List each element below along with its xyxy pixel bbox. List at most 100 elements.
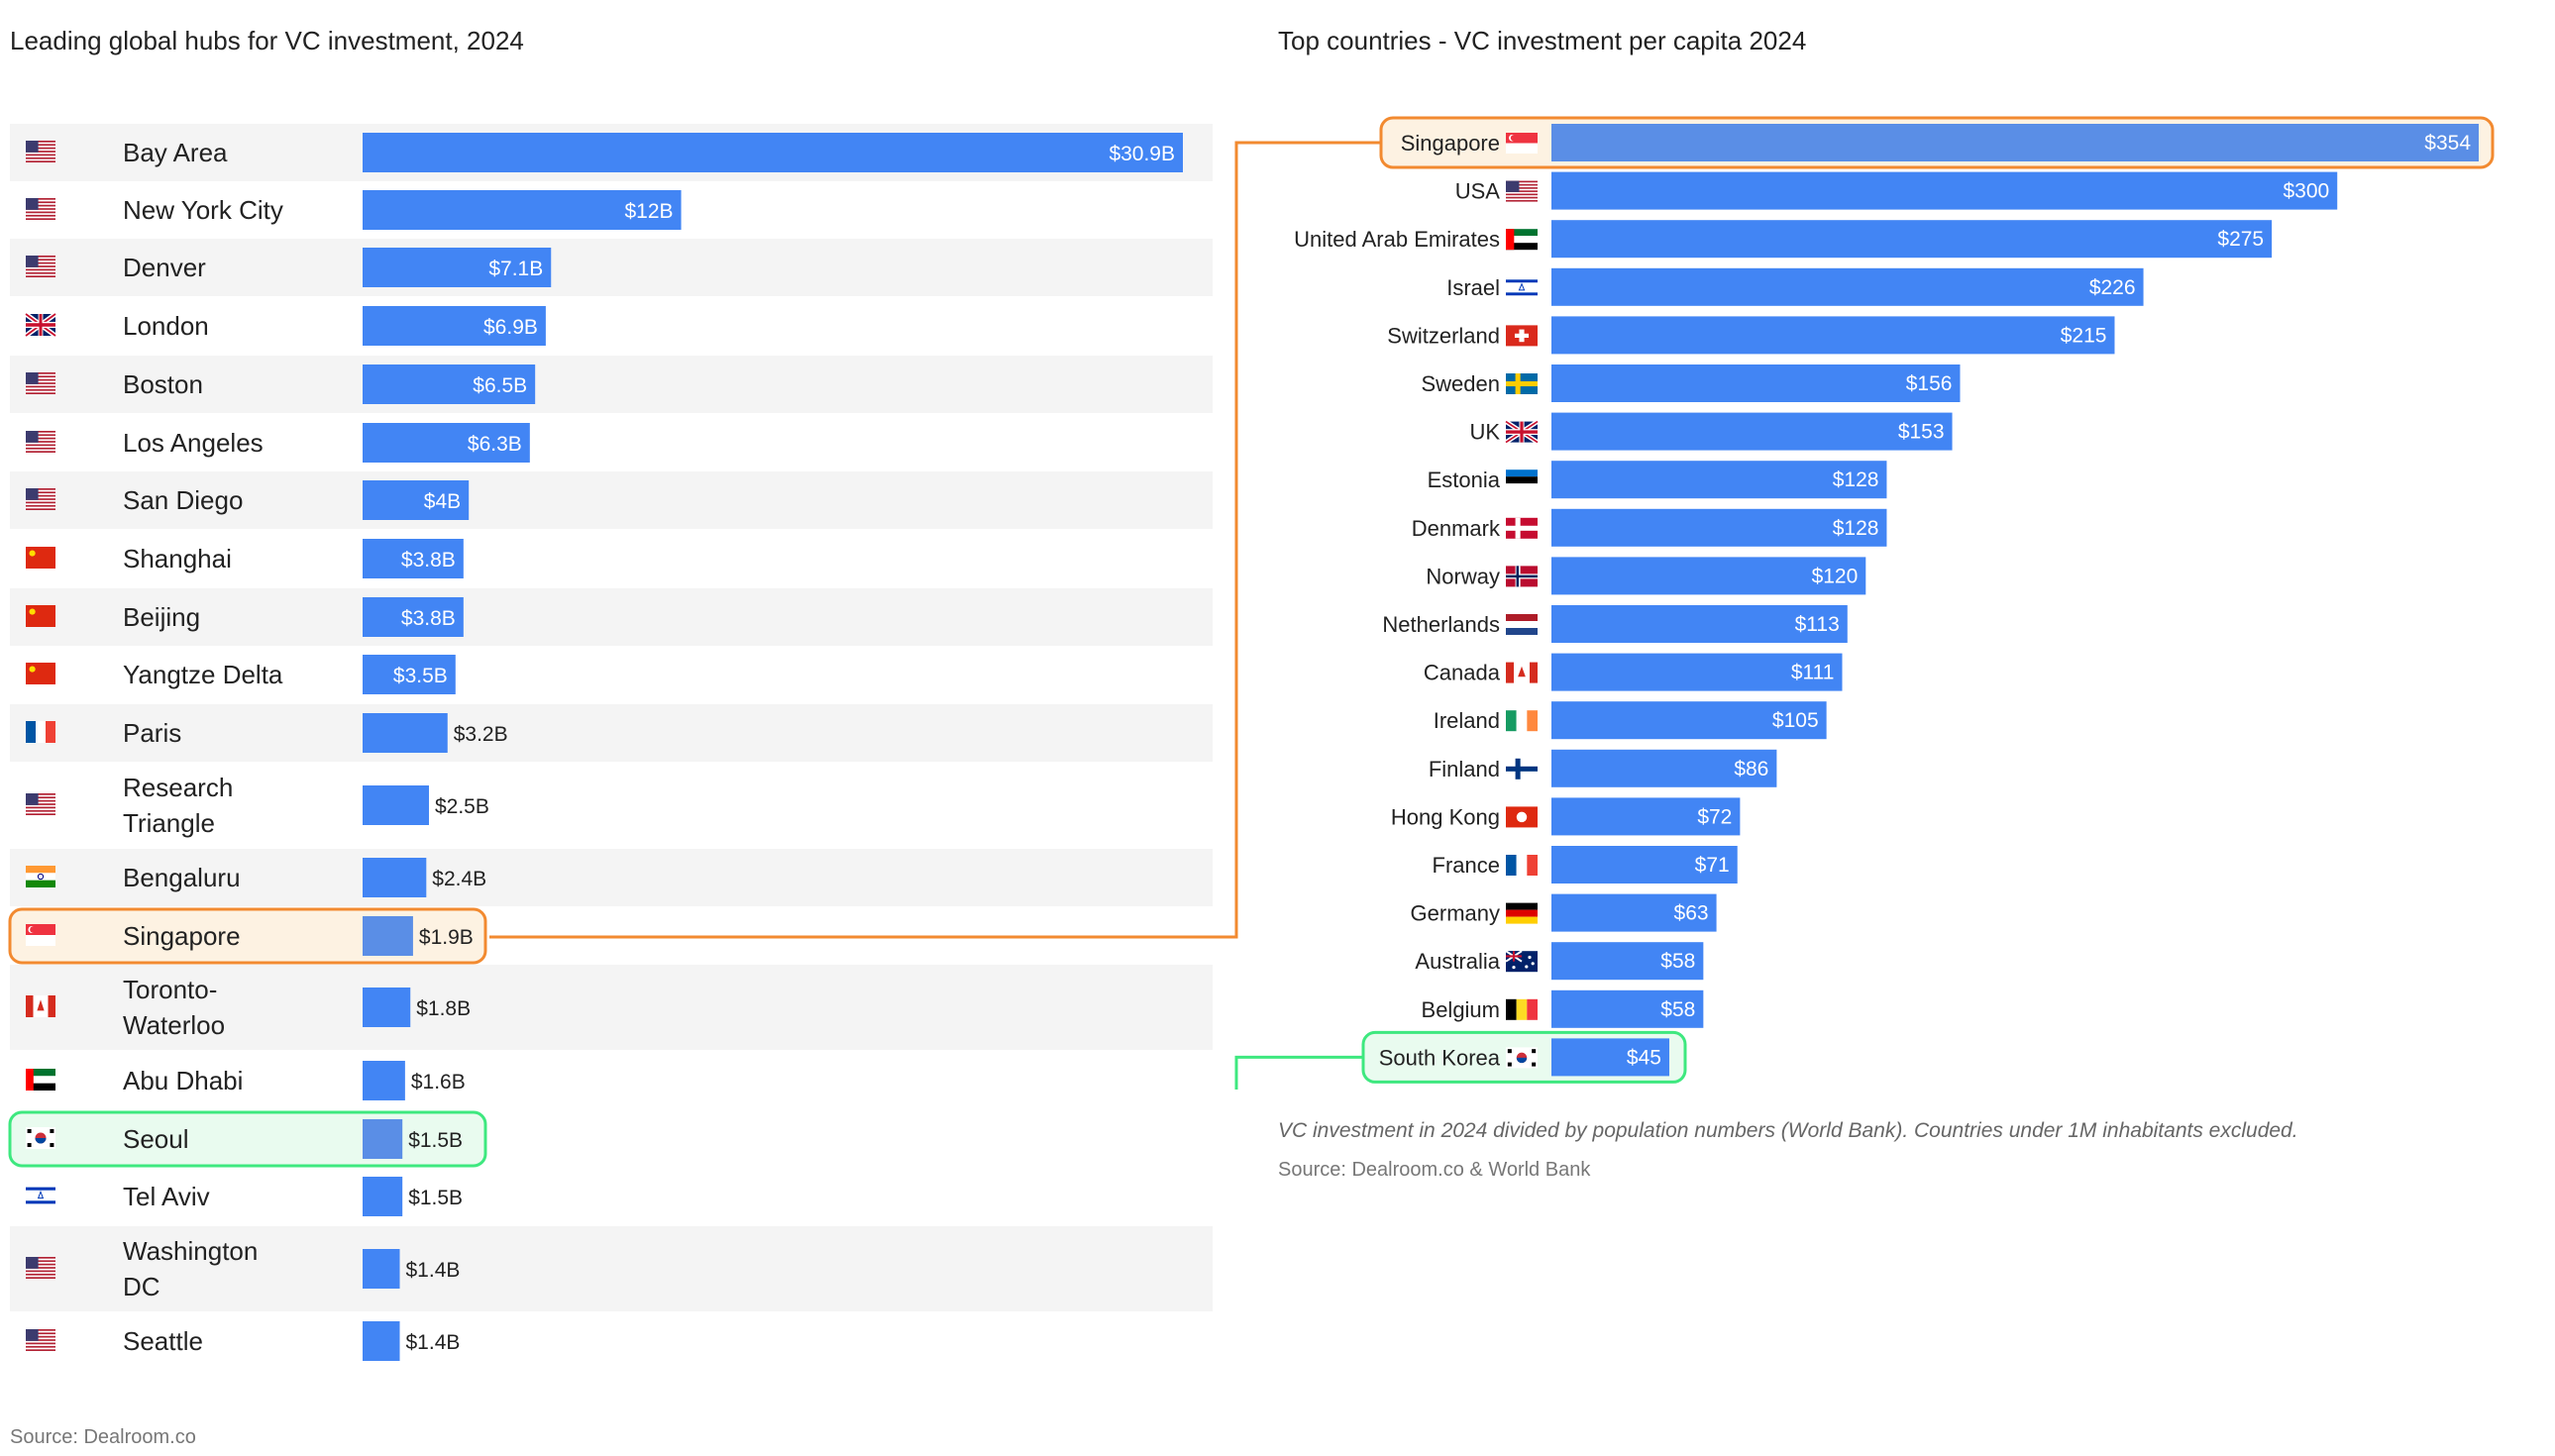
left-chart-source: Source: Dealroom.co [10, 1426, 196, 1448]
country-value-label: $128 [1833, 517, 1879, 540]
city-row: Washington DC $1.4B [10, 1226, 1213, 1311]
row-stripe [10, 239, 1213, 296]
city-label: Tel Aviv [123, 1182, 210, 1211]
city-value-label: $1.8B [416, 997, 471, 1020]
city-label: Shanghai [123, 544, 232, 573]
country-label: Ireland [1434, 708, 1500, 733]
flag-us-icon [1506, 180, 1538, 202]
city-value-label: $30.9B [1109, 143, 1175, 165]
country-value-label: $72 [1697, 805, 1732, 828]
flag-in-icon [26, 866, 55, 887]
country-label: Sweden [1421, 371, 1500, 396]
country-row: Finland $86 [1429, 749, 1777, 787]
city-label: San Diego [123, 485, 243, 515]
country-row: Sweden $156 [1421, 364, 1961, 402]
city-bar [363, 423, 530, 463]
flag-de-icon [1506, 902, 1538, 924]
country-bar [1551, 267, 2144, 306]
city-bar [363, 1061, 405, 1100]
flag-kr-icon [1506, 1047, 1538, 1069]
left-chart-title: Leading global hubs for VC investment, 2… [10, 26, 524, 55]
country-row: Israel $226 [1446, 267, 2144, 306]
country-value-label: $128 [1833, 468, 1879, 491]
row-stripe [10, 704, 1213, 762]
city-bar [363, 364, 536, 404]
flag-nl-icon [1506, 614, 1538, 635]
country-row: Estonia $128 [1428, 461, 1887, 499]
city-row: Beijing $3.8B [10, 588, 1213, 646]
flag-dk-icon [1506, 517, 1538, 539]
city-row: San Diego $4B [10, 471, 1213, 529]
country-value-label: $71 [1695, 854, 1730, 877]
city-value-label: $3.8B [401, 607, 456, 630]
country-value-label: $156 [1906, 372, 1953, 395]
city-label: Paris [123, 718, 181, 748]
flag-il-icon [1506, 276, 1538, 298]
country-label: Switzerland [1387, 323, 1500, 348]
country-value-label: $113 [1795, 613, 1840, 636]
row-stripe [10, 588, 1213, 646]
city-row: Bay Area $30.9B [10, 124, 1213, 181]
row-stripe [10, 965, 1213, 1050]
city-value-label: $6.9B [483, 316, 538, 339]
right-chart-source: Source: Dealroom.co & World Bank [1278, 1159, 1591, 1181]
city-bar [363, 916, 413, 956]
country-label: United Arab Emirates [1294, 227, 1500, 252]
country-bar [1551, 124, 2479, 161]
country-label: USA [1455, 179, 1501, 204]
city-row: Denver $7.1B [10, 239, 1213, 296]
city-label: Research Triangle [123, 773, 233, 838]
city-value-label: $4B [424, 490, 461, 513]
country-label: Hong Kong [1391, 804, 1500, 829]
country-label: Finland [1429, 757, 1500, 781]
country-row: Norway $120 [1426, 557, 1866, 595]
country-value-label: $58 [1660, 998, 1695, 1021]
city-bar [363, 306, 546, 346]
city-value-label: $2.5B [435, 795, 489, 818]
flag-no-icon [1506, 566, 1538, 587]
city-bar [363, 655, 456, 694]
city-vc-bar-chart: Bay Area $30.9B New York City $12B Denver $7.… [8, 124, 1213, 1361]
city-label: Toronto-Waterloo [123, 975, 225, 1040]
flag-be-icon [1506, 998, 1538, 1020]
flag-kr-icon [26, 1127, 55, 1149]
city-value-label: $3.2B [454, 723, 508, 746]
city-label: Denver [123, 253, 206, 282]
flag-us-icon [26, 256, 55, 277]
flag-us-icon [26, 793, 55, 815]
city-label: Boston [123, 369, 203, 399]
city-value-label: $1.4B [406, 1259, 461, 1282]
city-bar [363, 858, 427, 897]
country-row: Australia $58 [1415, 942, 1704, 981]
city-value-label: $3.5B [393, 665, 448, 687]
country-value-label: $275 [2217, 228, 2264, 251]
city-row: Bengaluru $2.4B [10, 849, 1213, 906]
country-bar [1551, 701, 1827, 740]
city-bar [363, 480, 470, 520]
country-bar [1551, 412, 1953, 451]
city-bar [363, 988, 411, 1027]
city-row: Tel Aviv $1.5B [26, 1177, 463, 1216]
country-value-label: $354 [2424, 132, 2471, 155]
flag-cn-icon [26, 605, 55, 627]
city-value-label: $7.1B [488, 258, 543, 280]
country-label: Netherlands [1382, 612, 1500, 637]
country-label: Estonia [1428, 468, 1501, 492]
country-value-label: $111 [1791, 662, 1835, 684]
flag-ie-icon [1506, 710, 1538, 732]
country-value-label: $105 [1772, 709, 1819, 732]
city-label: Bengaluru [123, 863, 241, 892]
country-bar [1551, 171, 2338, 210]
city-label: Abu Dhabi [123, 1066, 243, 1095]
flag-ch-icon [1506, 325, 1538, 347]
city-value-label: $1.5B [408, 1187, 463, 1209]
country-value-label: $215 [2061, 324, 2107, 347]
country-value-label: $300 [2284, 180, 2330, 203]
country-label: Israel [1446, 275, 1500, 300]
city-label: Yangtze Delta [123, 660, 283, 689]
country-value-label: $45 [1627, 1046, 1661, 1069]
country-row: Netherlands $113 [1382, 605, 1848, 643]
country-per-capita-bar-chart: Singapore $354 USA $300 United Arab Emirates… [489, 116, 2495, 1090]
city-bar [363, 248, 552, 287]
flag-uk-icon [24, 312, 57, 338]
